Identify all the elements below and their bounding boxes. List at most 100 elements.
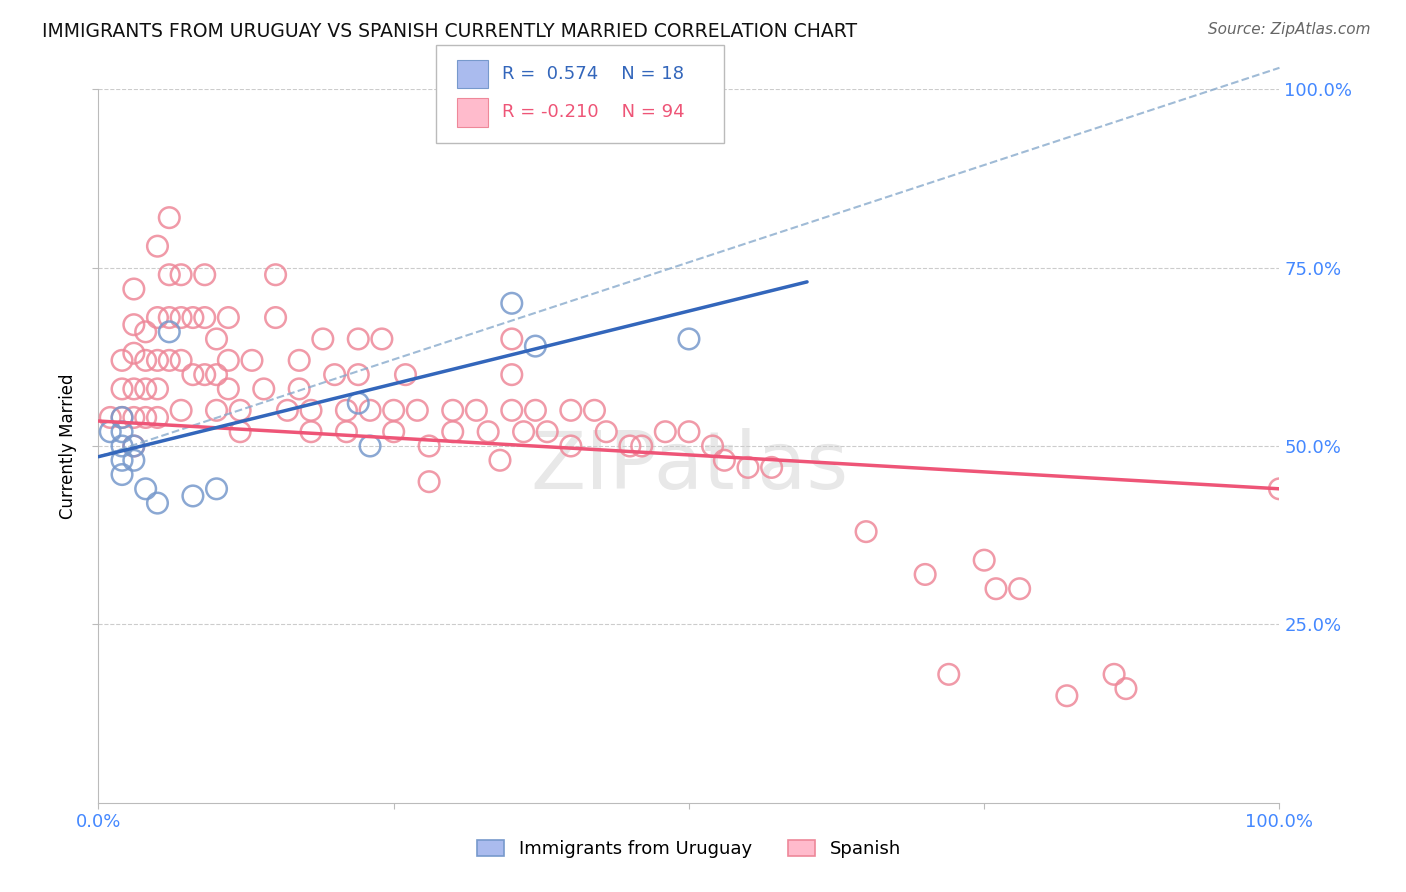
Point [524, 403, 547, 417]
Point [654, 425, 676, 439]
Point [122, 439, 145, 453]
Point [111, 453, 134, 467]
Point [702, 439, 724, 453]
Point [135, 382, 157, 396]
Point [157, 211, 180, 225]
Point [288, 382, 311, 396]
Point [560, 439, 582, 453]
Point [253, 382, 276, 396]
Point [111, 439, 134, 453]
Point [217, 382, 239, 396]
Point [441, 425, 464, 439]
Text: R =  0.574    N = 18: R = 0.574 N = 18 [502, 65, 683, 83]
Point [678, 332, 700, 346]
Point [1102, 667, 1125, 681]
Point [560, 403, 582, 417]
Point [240, 353, 263, 368]
Point [359, 403, 381, 417]
Point [157, 325, 180, 339]
Point [347, 332, 370, 346]
Point [194, 368, 217, 382]
Point [1268, 482, 1291, 496]
Point [111, 410, 134, 425]
Point [713, 453, 735, 467]
Point [122, 453, 145, 467]
Point [122, 382, 145, 396]
Point [276, 403, 298, 417]
Point [524, 339, 547, 353]
Point [111, 467, 134, 482]
Point [761, 460, 783, 475]
Text: ZIPatlas: ZIPatlas [530, 428, 848, 507]
Point [146, 239, 169, 253]
Point [170, 403, 193, 417]
Point [489, 453, 512, 467]
Point [536, 425, 558, 439]
Point [501, 368, 523, 382]
Point [512, 425, 534, 439]
Point [418, 439, 440, 453]
Point [98, 410, 121, 425]
Point [229, 425, 252, 439]
Point [382, 403, 405, 417]
Point [382, 425, 405, 439]
Point [938, 667, 960, 681]
Point [501, 403, 523, 417]
Point [205, 482, 228, 496]
Text: Source: ZipAtlas.com: Source: ZipAtlas.com [1208, 22, 1371, 37]
Point [394, 368, 416, 382]
Point [299, 403, 322, 417]
Point [335, 403, 357, 417]
Point [264, 268, 287, 282]
Point [973, 553, 995, 567]
Point [855, 524, 877, 539]
Y-axis label: Currently Married: Currently Married [59, 373, 77, 519]
Point [595, 425, 617, 439]
Point [122, 439, 145, 453]
Point [501, 332, 523, 346]
Point [1056, 689, 1078, 703]
Point [205, 403, 228, 417]
Point [347, 368, 370, 382]
Point [205, 368, 228, 382]
Point [205, 332, 228, 346]
Point [170, 310, 193, 325]
Point [501, 296, 523, 310]
Point [217, 310, 239, 325]
Legend: Immigrants from Uruguay, Spanish: Immigrants from Uruguay, Spanish [470, 832, 908, 865]
Point [181, 368, 204, 382]
Point [146, 382, 169, 396]
Point [194, 268, 217, 282]
Point [984, 582, 1007, 596]
Point [477, 425, 499, 439]
Point [181, 489, 204, 503]
Point [914, 567, 936, 582]
Point [135, 353, 157, 368]
Point [146, 310, 169, 325]
Point [146, 496, 169, 510]
Text: R = -0.210    N = 94: R = -0.210 N = 94 [502, 103, 685, 121]
Point [122, 346, 145, 360]
Point [157, 353, 180, 368]
Point [347, 396, 370, 410]
Point [335, 425, 357, 439]
Point [1008, 582, 1031, 596]
Point [465, 403, 488, 417]
Point [157, 268, 180, 282]
Point [441, 403, 464, 417]
Point [146, 410, 169, 425]
Point [630, 439, 652, 453]
Point [135, 410, 157, 425]
Point [323, 368, 346, 382]
Text: IMMIGRANTS FROM URUGUAY VS SPANISH CURRENTLY MARRIED CORRELATION CHART: IMMIGRANTS FROM URUGUAY VS SPANISH CURRE… [42, 22, 858, 41]
Point [122, 282, 145, 296]
Point [619, 439, 641, 453]
Point [299, 425, 322, 439]
Point [1115, 681, 1137, 696]
Point [217, 353, 239, 368]
Point [98, 425, 121, 439]
Point [312, 332, 335, 346]
Point [359, 439, 381, 453]
Point [122, 318, 145, 332]
Point [264, 310, 287, 325]
